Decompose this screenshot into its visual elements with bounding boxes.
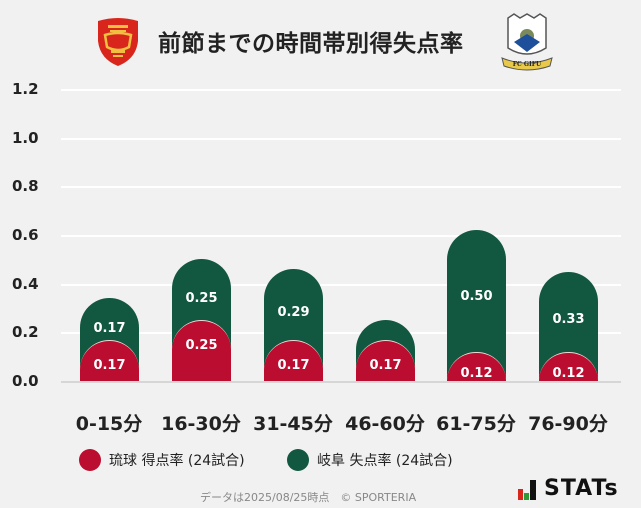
value-label: 0.25 [185, 290, 218, 306]
value-label: 0.50 [460, 288, 493, 304]
value-label: 0.33 [552, 311, 585, 327]
bar-ryukyu [80, 339, 139, 381]
value-label: 0.12 [460, 366, 493, 381]
bar-ryukyu [264, 339, 323, 381]
y-tick: 0.4 [12, 275, 39, 293]
y-tick: 0.6 [12, 226, 39, 244]
value-label: 0.12 [552, 366, 585, 382]
gridline [61, 89, 621, 91]
x-label: 61-75分 [436, 413, 516, 435]
svg-text:FC GIFU: FC GIFU [513, 61, 542, 68]
legend-dot-icon [79, 449, 101, 471]
gridline [61, 186, 621, 188]
y-tick: 0.0 [12, 372, 39, 390]
x-label: 16-30分 [161, 413, 241, 435]
x-label: 31-45分 [253, 413, 333, 435]
bar-group: 0.33 0.12 [539, 271, 598, 382]
legend-label: 岐阜 失点率 (24試合) [317, 453, 453, 469]
value-label: 0.17 [369, 357, 402, 373]
legend-item-gifu: 岐阜 失点率 (24試合) [287, 449, 453, 471]
legend-item-ryukyu: 琉球 得点率 (24試合) [79, 449, 245, 471]
bar-ryukyu [172, 320, 231, 381]
legend-label: 琉球 得点率 (24試合) [109, 453, 245, 469]
x-label: 76-90分 [528, 413, 608, 435]
legend-dot-icon [287, 449, 309, 471]
x-axis-baseline [61, 381, 621, 383]
value-label: 0.17 [93, 320, 126, 336]
gridline [61, 332, 621, 334]
gridline [61, 235, 621, 237]
value-label: 0.17 [93, 357, 126, 373]
stats-logo-text: STATs [544, 476, 619, 501]
bar-group: 0.50 0.12 [447, 230, 506, 381]
gridline [61, 284, 621, 286]
bar-group: 0.17 0.17 [80, 298, 139, 381]
bar-group: 0.17 [356, 320, 415, 381]
x-label: 46-60分 [345, 413, 425, 435]
x-label: 0-15分 [75, 413, 143, 435]
chart-title: 前節までの時間帯別得失点率 [158, 31, 464, 57]
bar-group: 0.29 0.17 [264, 269, 323, 381]
stats-brand: STATs [518, 478, 619, 500]
footer-note: データは2025/08/25時点 © SPORTERIA [200, 491, 417, 504]
bar-group: 0.25 0.25 [172, 259, 231, 381]
value-label: 0.17 [277, 357, 310, 373]
y-tick: 1.2 [12, 80, 39, 98]
gridline [61, 138, 621, 140]
value-label: 0.29 [277, 304, 310, 320]
stats-bars-icon [518, 480, 536, 500]
y-tick: 0.2 [12, 323, 39, 341]
gifu-crest-icon: FC GIFU [501, 13, 553, 71]
y-tick: 0.8 [12, 177, 39, 195]
y-tick: 1.0 [12, 129, 39, 147]
value-label: 0.25 [185, 338, 218, 354]
ryukyu-crest-icon [98, 18, 138, 66]
